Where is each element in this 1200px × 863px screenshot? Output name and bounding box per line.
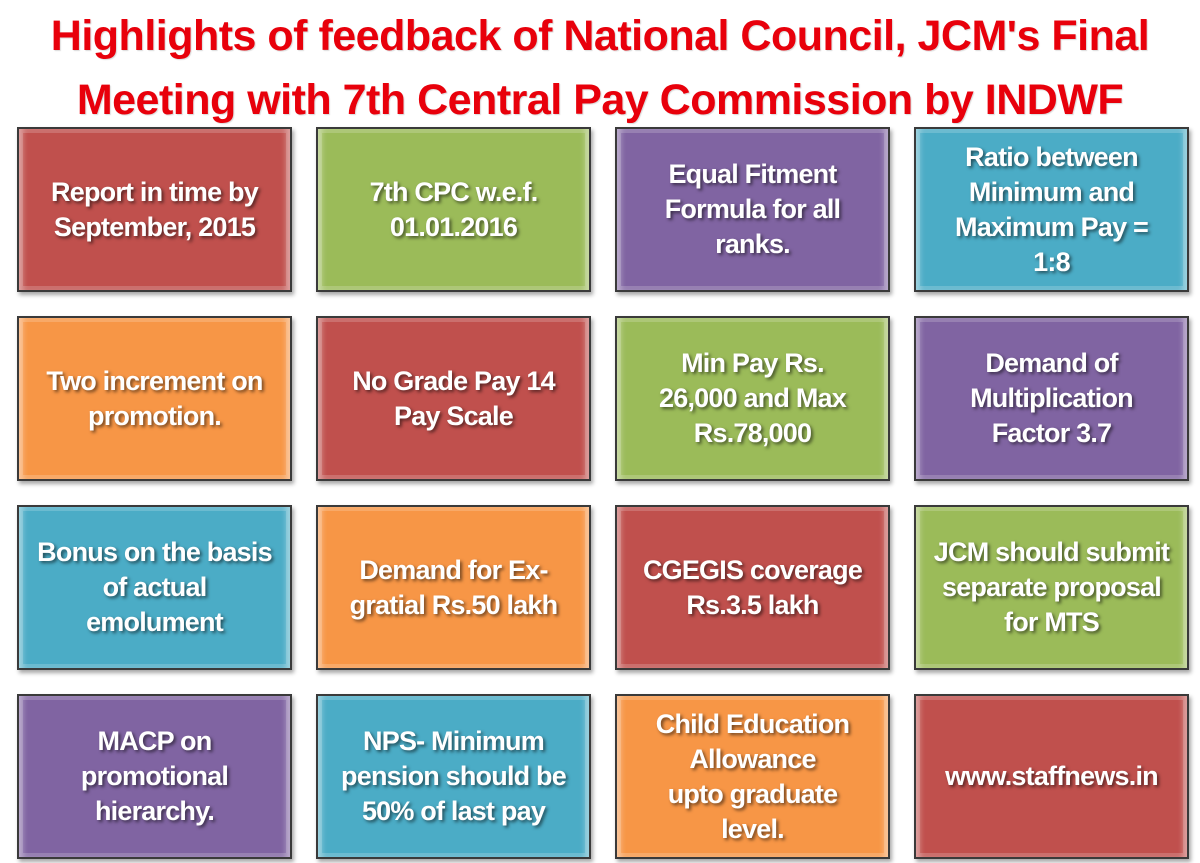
highlights-grid: Report in time by September, 2015 7th CPC… [17, 127, 1189, 859]
highlight-text: JCM should submit separate proposal for … [933, 537, 1170, 637]
highlight-box: www.staffnews.in [914, 694, 1189, 859]
highlight-text: Bonus on the basis of actual emolument [37, 537, 272, 637]
highlight-text: Report in time by September, 2015 [51, 176, 259, 242]
page-title: Highlights of feedback of National Counc… [0, 4, 1200, 132]
highlight-text: Min Pay Rs. 26,000 and Max Rs.78,000 [659, 348, 847, 448]
title-line-2: Meeting with 7th Central Pay Commission … [76, 76, 1124, 124]
highlight-text: Ratio between Minimum and Maximum Pay = … [955, 141, 1149, 277]
highlight-box: Ratio between Minimum and Maximum Pay = … [914, 127, 1189, 292]
highlight-box: Equal Fitment Formula for all ranks. [615, 127, 890, 292]
highlight-box: Child Education Allowance upto graduate … [615, 694, 890, 859]
highlight-box: Report in time by September, 2015 [17, 127, 292, 292]
highlight-box: Bonus on the basis of actual emolument [17, 505, 292, 670]
highlight-text: No Grade Pay 14 Pay Scale [352, 365, 555, 431]
highlight-box: JCM should submit separate proposal for … [914, 505, 1189, 670]
highlight-text: 7th CPC w.e.f. 01.01.2016 [369, 176, 539, 242]
highlight-box: CGEGIS coverage Rs.3.5 lakh [615, 505, 890, 670]
highlight-text: Child Education Allowance upto graduate … [655, 708, 850, 844]
highlight-box: Demand of Multiplication Factor 3.7 [914, 316, 1189, 481]
highlight-text: Equal Fitment Formula for all ranks. [664, 159, 841, 259]
highlight-box: NPS- Minimum pension should be 50% of la… [316, 694, 591, 859]
highlight-text: MACP on promotional hierarchy. [80, 726, 229, 826]
highlight-box: No Grade Pay 14 Pay Scale [316, 316, 591, 481]
highlight-text: Demand of Multiplication Factor 3.7 [970, 348, 1134, 448]
highlight-box: 7th CPC w.e.f. 01.01.2016 [316, 127, 591, 292]
highlight-text: CGEGIS coverage Rs.3.5 lakh [642, 554, 863, 620]
highlight-box: MACP on promotional hierarchy. [17, 694, 292, 859]
highlight-text: Demand for Ex- gratial Rs.50 lakh [349, 554, 559, 620]
title-line-1: Highlights of feedback of National Counc… [50, 12, 1150, 60]
highlight-text: NPS- Minimum pension should be 50% of la… [341, 726, 567, 826]
highlight-box: Demand for Ex- gratial Rs.50 lakh [316, 505, 591, 670]
highlight-text: Two increment on promotion. [46, 365, 263, 431]
highlight-box: Min Pay Rs. 26,000 and Max Rs.78,000 [615, 316, 890, 481]
highlight-text: www.staffnews.in [945, 761, 1159, 791]
highlight-box: Two increment on promotion. [17, 316, 292, 481]
